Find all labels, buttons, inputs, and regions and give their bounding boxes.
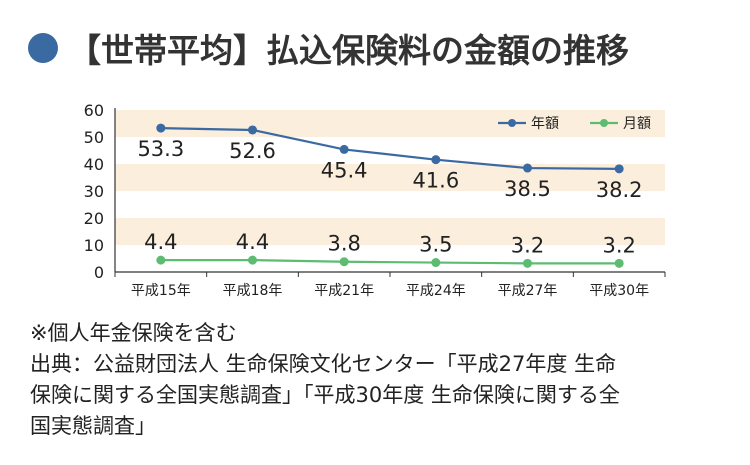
y-tick-label: 30	[84, 182, 104, 201]
data-label: 3.2	[511, 233, 544, 257]
data-point	[156, 123, 166, 133]
y-tick-label: 10	[84, 236, 104, 255]
y-tick-label: 20	[84, 209, 104, 228]
grid-band	[115, 218, 665, 245]
data-label: 38.2	[596, 178, 643, 202]
data-label: 3.5	[419, 233, 452, 257]
data-label: 3.2	[602, 233, 635, 257]
data-point	[431, 258, 441, 268]
x-tick-label: 平成18年	[223, 283, 283, 299]
data-point	[614, 258, 624, 268]
data-point	[156, 255, 166, 265]
title-row: 【世帯平均】払込保険料の金額の推移	[28, 24, 629, 72]
x-tick-label: 平成27年	[498, 283, 558, 299]
data-point	[431, 155, 441, 165]
series-line	[160, 126, 620, 170]
y-tick-label: 40	[84, 155, 104, 174]
data-point	[339, 144, 349, 154]
data-point	[339, 257, 349, 267]
data-label: 4.4	[144, 230, 177, 254]
data-point	[614, 164, 624, 174]
note-line: ※個人年金保険を含む	[30, 321, 237, 345]
legend-swatch-dot	[508, 119, 516, 127]
x-tick-label: 平成21年	[314, 283, 374, 299]
x-tick-label: 平成30年	[589, 283, 649, 299]
data-label: 45.4	[321, 158, 368, 182]
y-tick-label: 60	[84, 101, 104, 120]
x-tick-label: 平成15年	[131, 283, 191, 299]
data-point	[248, 255, 257, 265]
y-tick-label: 50	[84, 128, 104, 147]
source-line: 保険に関する全国実態調査」「平成30年度 生命保険に関する全	[30, 383, 620, 407]
data-point	[523, 163, 532, 173]
data-label: 3.8	[327, 232, 360, 256]
x-tick-label: 平成24年	[406, 283, 466, 299]
data-point	[248, 125, 257, 135]
data-label: 4.4	[236, 230, 269, 254]
data-label: 52.6	[229, 139, 276, 163]
line-chart: 0 10 20 30 40 50 60 平成15年 平成18年 平成21年 平成24年 平成27年 平成…	[84, 101, 666, 299]
source-line: 国実態調査」	[30, 414, 156, 438]
series-line	[160, 259, 620, 265]
data-point	[523, 258, 532, 268]
y-tick-label: 0	[94, 263, 104, 282]
page-title: 【世帯平均】払込保険料の金額の推移	[68, 31, 629, 70]
circle-bullet-icon	[28, 33, 58, 63]
legend-label: 年額	[531, 116, 559, 132]
data-label: 53.3	[137, 137, 184, 161]
legend-swatch-dot	[600, 119, 608, 127]
source-line: 出典：公益財団法人 生命保険文化センター「平成27年度 生命	[30, 352, 617, 376]
notes: ※個人年金保険を含む 出典：公益財団法人 生命保険文化センター「平成27年度 生…	[30, 318, 730, 442]
data-label: 38.5	[504, 177, 551, 201]
legend-label: 月額	[623, 116, 651, 132]
grid-band	[115, 110, 665, 137]
data-label: 41.6	[412, 169, 459, 193]
